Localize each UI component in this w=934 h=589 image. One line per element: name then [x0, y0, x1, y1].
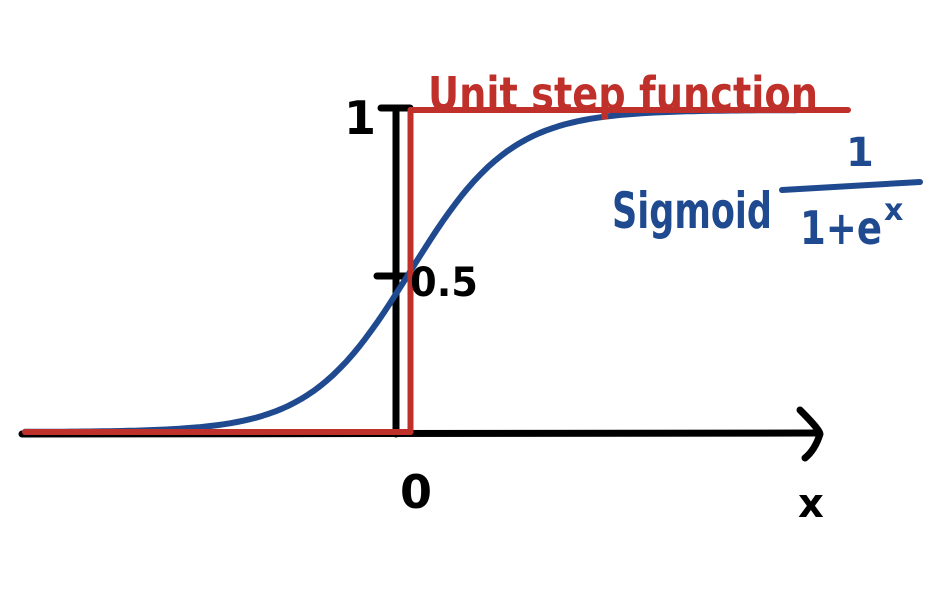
sigmoid-denominator-exponent: x — [884, 193, 903, 228]
x-axis-arrowhead — [796, 406, 824, 462]
sigmoid-numerator: 1 — [846, 130, 874, 176]
sigmoid-label: Sigmoid — [612, 182, 772, 240]
sigmoid-denominator: 1+e — [800, 201, 882, 255]
y-tick-label-1: 1 — [344, 91, 376, 145]
x-origin-label: 0 — [400, 465, 432, 519]
x-axis-label: x — [798, 481, 824, 527]
y-tick-label-half: 0.5 — [410, 260, 478, 306]
step-function-title: Unit step function — [428, 67, 818, 121]
sigmoid-fraction-bar — [779, 179, 923, 193]
